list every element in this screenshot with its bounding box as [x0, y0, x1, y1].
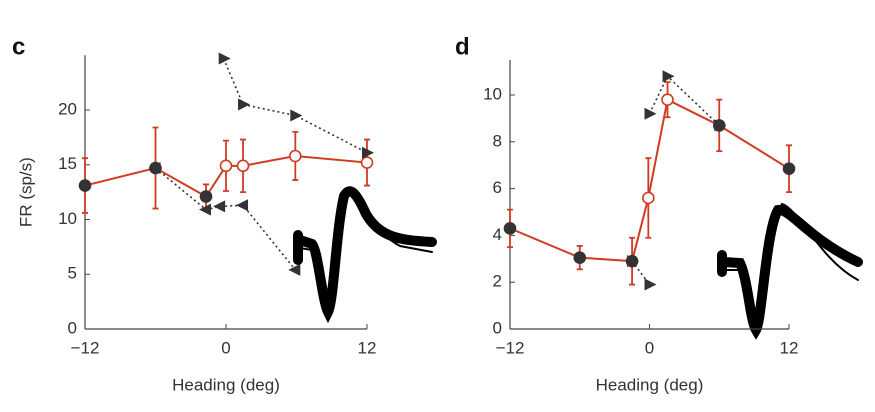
- y-tick-label: 10: [58, 209, 77, 228]
- data-point: [644, 278, 657, 291]
- data-point: [782, 162, 796, 176]
- waveform-inset: [717, 202, 863, 340]
- y-tick-label: 10: [483, 84, 502, 103]
- data-point: [573, 251, 587, 264]
- x-tick-label: 0: [221, 338, 230, 357]
- data-point: [148, 162, 161, 175]
- data-point: [236, 159, 250, 173]
- x-tick-label: 0: [645, 338, 654, 357]
- data-point: [627, 255, 640, 268]
- y-tick-label: 0: [493, 318, 502, 337]
- data-point: [238, 98, 251, 111]
- data-point: [661, 93, 674, 106]
- y-tick-label: 20: [58, 99, 77, 118]
- x-tick-label: 12: [780, 338, 799, 357]
- data-point: [219, 159, 233, 173]
- data-point: [714, 119, 727, 132]
- waveform-inset: [293, 186, 437, 324]
- panel-label: c: [12, 33, 25, 60]
- series-line: [222, 58, 368, 154]
- data-point: [218, 52, 231, 65]
- data-point: [199, 203, 212, 216]
- data-point: [289, 149, 302, 163]
- data-point: [288, 263, 301, 276]
- data-point: [360, 156, 374, 169]
- panel-label: d: [455, 33, 470, 60]
- y-tick-label: 15: [58, 154, 77, 173]
- data-point: [642, 191, 655, 205]
- data-point: [362, 146, 374, 159]
- data-point: [644, 107, 657, 120]
- data-point: [236, 199, 249, 212]
- x-tick-label: −12: [71, 338, 100, 357]
- series-line: [154, 167, 296, 271]
- x-tick-label: −12: [496, 338, 525, 357]
- x-axis-label: Heading (deg): [172, 375, 280, 394]
- y-tick-label: 2: [493, 272, 502, 291]
- data-point: [213, 200, 226, 213]
- y-tick-label: 5: [68, 264, 77, 283]
- data-point: [662, 70, 675, 83]
- data-point: [78, 179, 92, 192]
- data-point: [199, 190, 213, 203]
- x-tick-label: 12: [358, 338, 377, 357]
- data-point: [503, 222, 517, 235]
- data-point: [290, 109, 303, 122]
- y-tick-label: 6: [493, 178, 502, 197]
- y-tick-label: 8: [493, 131, 502, 150]
- x-axis-label: Heading (deg): [596, 375, 704, 394]
- y-axis-label: FR (sp/s): [16, 157, 35, 227]
- series-line: [648, 74, 720, 127]
- y-tick-label: 4: [493, 225, 502, 244]
- y-tick-label: 0: [68, 318, 77, 337]
